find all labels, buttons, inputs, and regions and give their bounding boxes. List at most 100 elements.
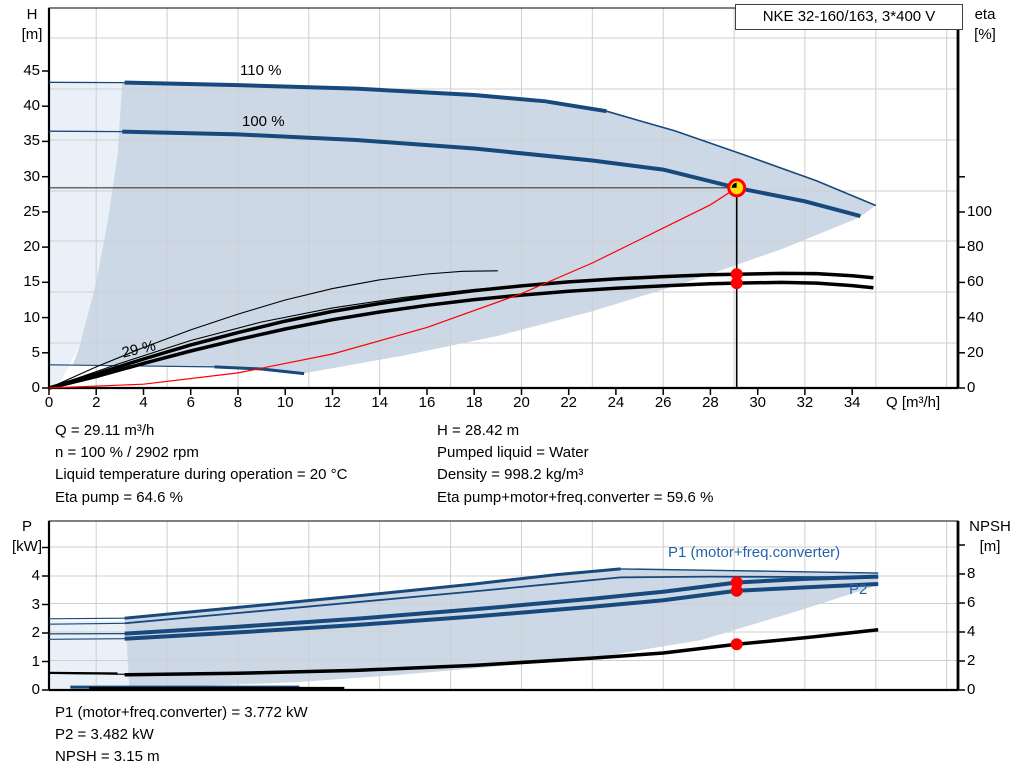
eta-pump-point <box>730 268 743 281</box>
info-line-p1: P1 (motor+freq.converter) = 3.772 kW <box>55 704 308 721</box>
info-line-liquid: Pumped liquid = Water <box>437 444 589 462</box>
q-tick-label: 30 <box>749 394 767 411</box>
p-tick-label: 1 <box>31 652 40 670</box>
eta-pump-curve <box>48 271 874 390</box>
p-axis-symbol: P <box>21 518 32 535</box>
p2-point <box>730 584 743 597</box>
h-tick-label: 10 <box>23 308 40 326</box>
npsh-axis-unit: [m] <box>979 538 1001 555</box>
q-tick-label: 34 <box>843 394 861 411</box>
q-tick-label: 20 <box>513 394 530 411</box>
p-tick-label: 2 <box>31 624 40 641</box>
npsh-tick-label: 8 <box>967 565 976 582</box>
h-axis-title: H [m] <box>13 5 51 45</box>
q-tick-label: 10 <box>276 394 294 411</box>
affinity-parabola <box>48 187 738 389</box>
p1-110-minflow <box>48 617 125 620</box>
h-tick-label: 30 <box>23 167 40 185</box>
p1-110-limit <box>620 568 879 574</box>
h-tick-label: 5 <box>31 343 40 361</box>
curve-min-speed <box>214 365 305 376</box>
h-tick-label: 20 <box>23 238 40 256</box>
npsh-tick-label: 2 <box>967 652 976 669</box>
h-tick-label: 40 <box>23 97 40 115</box>
q-tick-label: 16 <box>418 394 436 411</box>
power-info: P1 (motor+freq.converter) = 3.772 kW P2 … <box>55 703 308 770</box>
q-tick-label: 24 <box>607 394 625 411</box>
npsh-axis-title: NPSH [m] <box>960 517 1020 557</box>
info-line-n: n = 100 % / 2902 rpm <box>55 444 199 462</box>
eta-axis-symbol: eta <box>974 6 996 23</box>
q-axis-title: Q [m³/h] <box>886 394 941 411</box>
q-tick-label: 14 <box>371 394 389 411</box>
p-tick-label: 3 <box>31 595 40 613</box>
duty-point-mark <box>731 182 737 188</box>
eta-axis-title: eta [%] <box>963 5 1007 45</box>
speed-label-100: 100 % <box>242 113 285 130</box>
eta-tick-label: 60 <box>967 273 984 291</box>
p1-110-curve <box>124 567 621 620</box>
curve-100pct <box>122 129 861 219</box>
info-line-temp: Liquid temperature during operation = 20… <box>55 466 348 484</box>
info-line-h: H = 28.42 m <box>437 422 520 439</box>
npsh-axis-symbol: NPSH <box>969 518 1011 535</box>
q-tick-label: 26 <box>654 394 672 411</box>
eta-total-curve <box>48 280 874 390</box>
npsh-point <box>730 638 743 651</box>
pump-title-box: NKE 32-160/163, 3*400 V <box>735 4 963 30</box>
p-axis-unit: [kW] <box>12 538 42 555</box>
eta-axis-unit: [%] <box>974 26 996 43</box>
info-line-q: Q = 29.11 m³/h <box>55 422 155 439</box>
power-limit-line <box>606 110 877 207</box>
operating-envelope <box>72 83 876 374</box>
region-below-min-flow <box>49 83 123 388</box>
p-tick-label: 0 <box>31 681 40 698</box>
h-axis-symbol: H <box>26 6 38 23</box>
h-tick-label: 0 <box>31 379 40 396</box>
p1-curve-label: P1 (motor+freq.converter) <box>668 544 841 561</box>
duty-info-right: H = 28.42 m Pumped liquid = Water Densit… <box>437 421 713 510</box>
q-tick-label: 32 <box>796 394 814 411</box>
info-line-eta-pump: Eta pump = 64.6 % <box>55 488 183 506</box>
p-axis-title: P [kW] <box>6 517 48 557</box>
q-tick-label: 8 <box>233 394 243 411</box>
p1-point <box>730 576 743 589</box>
npsh-tick-label: 4 <box>967 623 976 640</box>
eta-tick-label: 80 <box>967 238 984 256</box>
npsh-tick-label: 6 <box>967 594 976 611</box>
speed-label-110: 110 % <box>240 62 282 79</box>
eta-tick-label: 20 <box>967 343 984 361</box>
h-tick-label: 35 <box>23 132 40 150</box>
npsh-tick-label: 0 <box>967 681 976 698</box>
q-tick-label: 6 <box>186 394 195 411</box>
p2-curve-label: P2 <box>849 581 868 598</box>
q-tick-label: 22 <box>560 394 578 411</box>
duty-point <box>727 178 747 198</box>
p-min-flow-segment <box>48 671 118 675</box>
info-line-density: Density = 998.2 kg/m³ <box>437 466 584 484</box>
q-tick-label: 4 <box>139 394 148 411</box>
p2-110-curve <box>124 575 879 625</box>
curve-110pct <box>124 80 607 114</box>
q-tick-label: 18 <box>465 394 483 411</box>
h-tick-label: 45 <box>23 62 40 79</box>
q-tick-label: 12 <box>324 394 341 411</box>
duty-info-left: Q = 29.11 m³/h n = 100 % / 2902 rpm Liqu… <box>55 421 347 510</box>
h-tick-label: 25 <box>23 202 40 220</box>
eta-tick-label: 100 <box>967 203 993 220</box>
h-tick-label: 15 <box>23 273 40 291</box>
eta-arc-thin <box>48 270 498 389</box>
eta-tick-label: 40 <box>967 308 984 326</box>
q-tick-label: 0 <box>44 394 54 411</box>
p2-110-minflow <box>48 622 125 625</box>
q-tick-label: 28 <box>702 394 719 411</box>
p2-100-curve <box>124 582 879 641</box>
q-tick-label: 2 <box>92 394 101 411</box>
p-tick-label: 4 <box>31 567 40 584</box>
info-line-npsh: NPSH = 3.15 m <box>55 748 160 766</box>
eta-tick-label: 0 <box>967 379 976 396</box>
npsh-curve <box>124 628 879 677</box>
eta-total-point <box>730 277 743 290</box>
